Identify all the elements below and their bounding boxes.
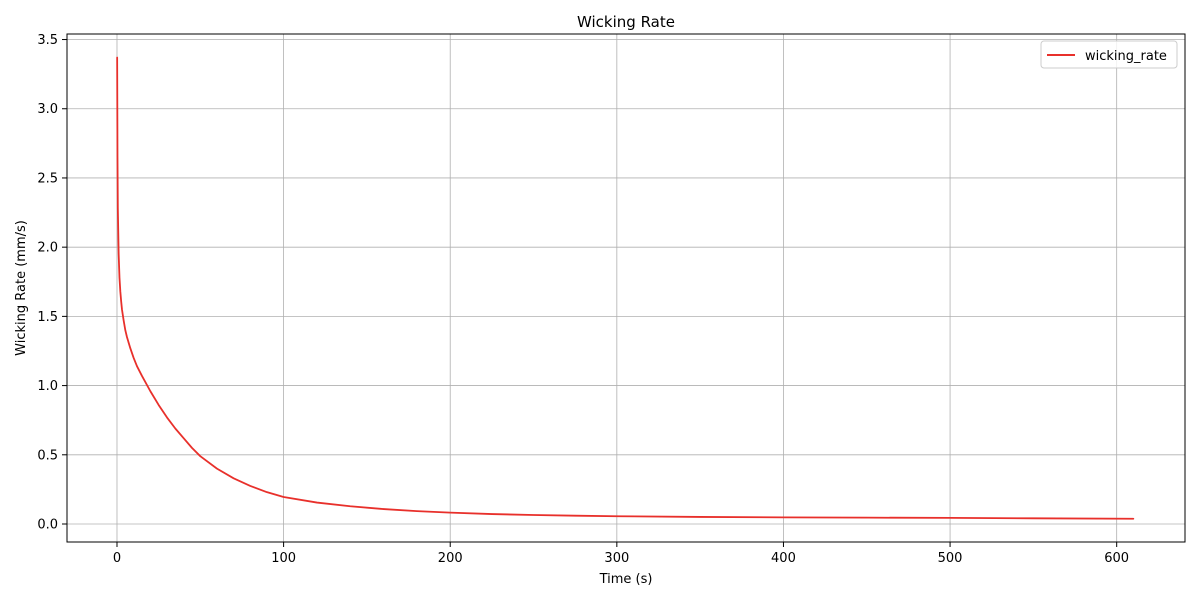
tick-layer: 0 100 200 300 400 500 600 0.0 0.5 1.0 1.5 2.0 2.5 3.0… — [37, 33, 1129, 566]
x-tick-label: 300 — [604, 551, 629, 566]
x-tick-label: 600 — [1104, 551, 1129, 566]
x-axis-label: Time (s) — [599, 572, 653, 587]
y-tick-label: 3.0 — [37, 102, 58, 117]
legend-box — [1040, 40, 1178, 69]
x-tick-label: 400 — [771, 551, 796, 566]
x-tick-label: 0 — [113, 551, 121, 566]
legend-label: wicking_rate — [1085, 49, 1167, 64]
chart-title: Wicking Rate — [577, 13, 675, 31]
y-tick-label: 1.0 — [37, 379, 58, 394]
series-layer — [116, 56, 1135, 520]
y-tick-label: 0.5 — [37, 448, 58, 463]
y-tick-label: 3.5 — [37, 33, 58, 48]
legend: wicking_rate — [1040, 40, 1178, 69]
plot-background — [67, 34, 1185, 542]
y-tick-label: 0.0 — [37, 518, 58, 533]
y-tick-label: 1.5 — [37, 310, 58, 325]
x-tick-label: 500 — [938, 551, 963, 566]
x-tick-label: 100 — [271, 551, 296, 566]
y-tick-label: 2.0 — [37, 241, 58, 256]
y-axis-label: Wicking Rate (mm/s) — [14, 220, 29, 356]
series-line-wicking-rate — [116, 56, 1135, 520]
x-tick-label: 200 — [438, 551, 463, 566]
grid-layer — [67, 34, 1185, 542]
y-tick-label: 2.5 — [37, 171, 58, 186]
plot-frame — [66, 33, 1186, 543]
